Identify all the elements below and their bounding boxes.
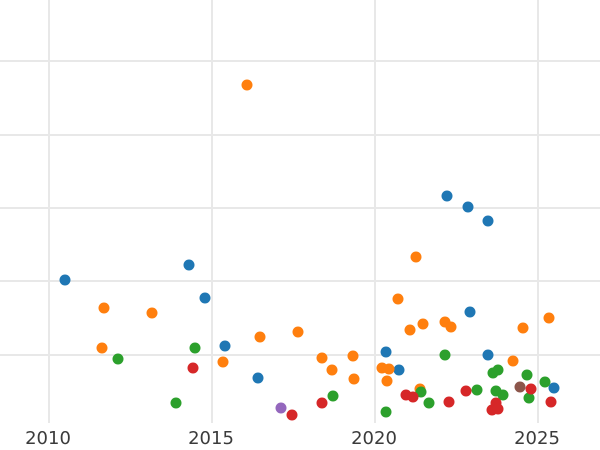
scatter-point-series-orange [254, 331, 266, 343]
scatter-point-series-green [490, 385, 502, 397]
scatter-point-series-orange [383, 363, 395, 375]
scatter-point-series-red [400, 389, 412, 401]
scatter-point-series-red [316, 397, 328, 409]
scatter-point-series-orange [292, 326, 304, 338]
scatter-point-series-blue [482, 349, 494, 361]
scatter-point-series-orange [316, 352, 328, 364]
scatter-point-series-orange [517, 322, 529, 334]
x-tick-label-2015: 2015 [188, 428, 234, 449]
scatter-point-series-blue [219, 340, 231, 352]
scatter-point-series-blue [252, 372, 264, 384]
scatter-point-series-green [189, 342, 201, 354]
scatter-point-series-orange [98, 302, 110, 314]
scatter-point-series-orange [417, 318, 429, 330]
scatter-point-series-green [471, 384, 483, 396]
scatter-point-series-green [523, 392, 535, 404]
scatter-point-series-orange [96, 342, 108, 354]
scatter-point-series-green [521, 369, 533, 381]
scatter-point-series-blue [59, 274, 71, 286]
scatter-point-series-red [460, 385, 472, 397]
h-gridline [0, 134, 600, 136]
scatter-point-series-orange [404, 324, 416, 336]
v-gridline-2015 [211, 0, 213, 423]
scatter-point-series-blue [199, 292, 211, 304]
scatter-point-series-orange [381, 375, 393, 387]
scatter-point-series-orange [326, 364, 338, 376]
scatter-point-series-blue [548, 382, 560, 394]
scatter-point-series-blue [441, 190, 453, 202]
scatter-point-series-blue [482, 215, 494, 227]
scatter-point-series-red [286, 409, 298, 421]
scatter-point-series-orange [507, 355, 519, 367]
scatter-point-series-orange [347, 350, 359, 362]
scatter-point-series-blue [462, 201, 474, 213]
scatter-point-series-red [525, 383, 537, 395]
x-tick-label-2025: 2025 [514, 428, 560, 449]
scatter-point-series-red [407, 391, 419, 403]
scatter-point-series-red [545, 396, 557, 408]
scatter-point-series-green [492, 364, 504, 376]
v-gridline-2025 [537, 0, 539, 423]
scatter-point-series-red [490, 397, 502, 409]
scatter-point-series-orange [392, 293, 404, 305]
scatter-point-series-blue [393, 364, 405, 376]
scatter-point-series-green [327, 390, 339, 402]
x-tick-label-2020: 2020 [351, 428, 397, 449]
scatter-point-series-green [539, 376, 551, 388]
scatter-point-series-orange [348, 373, 360, 385]
scatter-point-series-orange [376, 362, 388, 374]
h-gridline [0, 60, 600, 62]
scatter-point-series-green [170, 397, 182, 409]
scatter-point-series-red [443, 396, 455, 408]
scatter-point-series-green [497, 389, 509, 401]
v-gridline-2020 [374, 0, 376, 423]
h-gridline [0, 280, 600, 282]
scatter-point-series-orange [439, 316, 451, 328]
scatter-point-series-red [187, 362, 199, 374]
scatter-point-series-purple [275, 402, 287, 414]
scatter-point-series-orange [445, 321, 457, 333]
scatter-point-series-orange [146, 307, 158, 319]
scatter-point-series-green [112, 353, 124, 365]
scatter-point-series-orange [217, 356, 229, 368]
scatter-point-series-blue [183, 259, 195, 271]
scatter-point-series-red [486, 404, 498, 416]
scatter-point-series-green [415, 386, 427, 398]
scatter-point-series-red [492, 403, 504, 415]
v-gridline-2010 [48, 0, 50, 423]
h-gridline [0, 207, 600, 209]
scatter-point-series-green [439, 349, 451, 361]
x-tick-label-2010: 2010 [25, 428, 71, 449]
h-gridline [0, 354, 600, 356]
scatter-point-series-orange [410, 251, 422, 263]
scatter-point-series-brown [514, 381, 526, 393]
scatter-point-series-green [380, 406, 392, 418]
scatter-point-series-orange [543, 312, 555, 324]
scatter-point-series-green [423, 397, 435, 409]
scatter-point-series-orange [241, 79, 253, 91]
scatter-point-series-blue [464, 306, 476, 318]
scatter-point-series-blue [380, 346, 392, 358]
